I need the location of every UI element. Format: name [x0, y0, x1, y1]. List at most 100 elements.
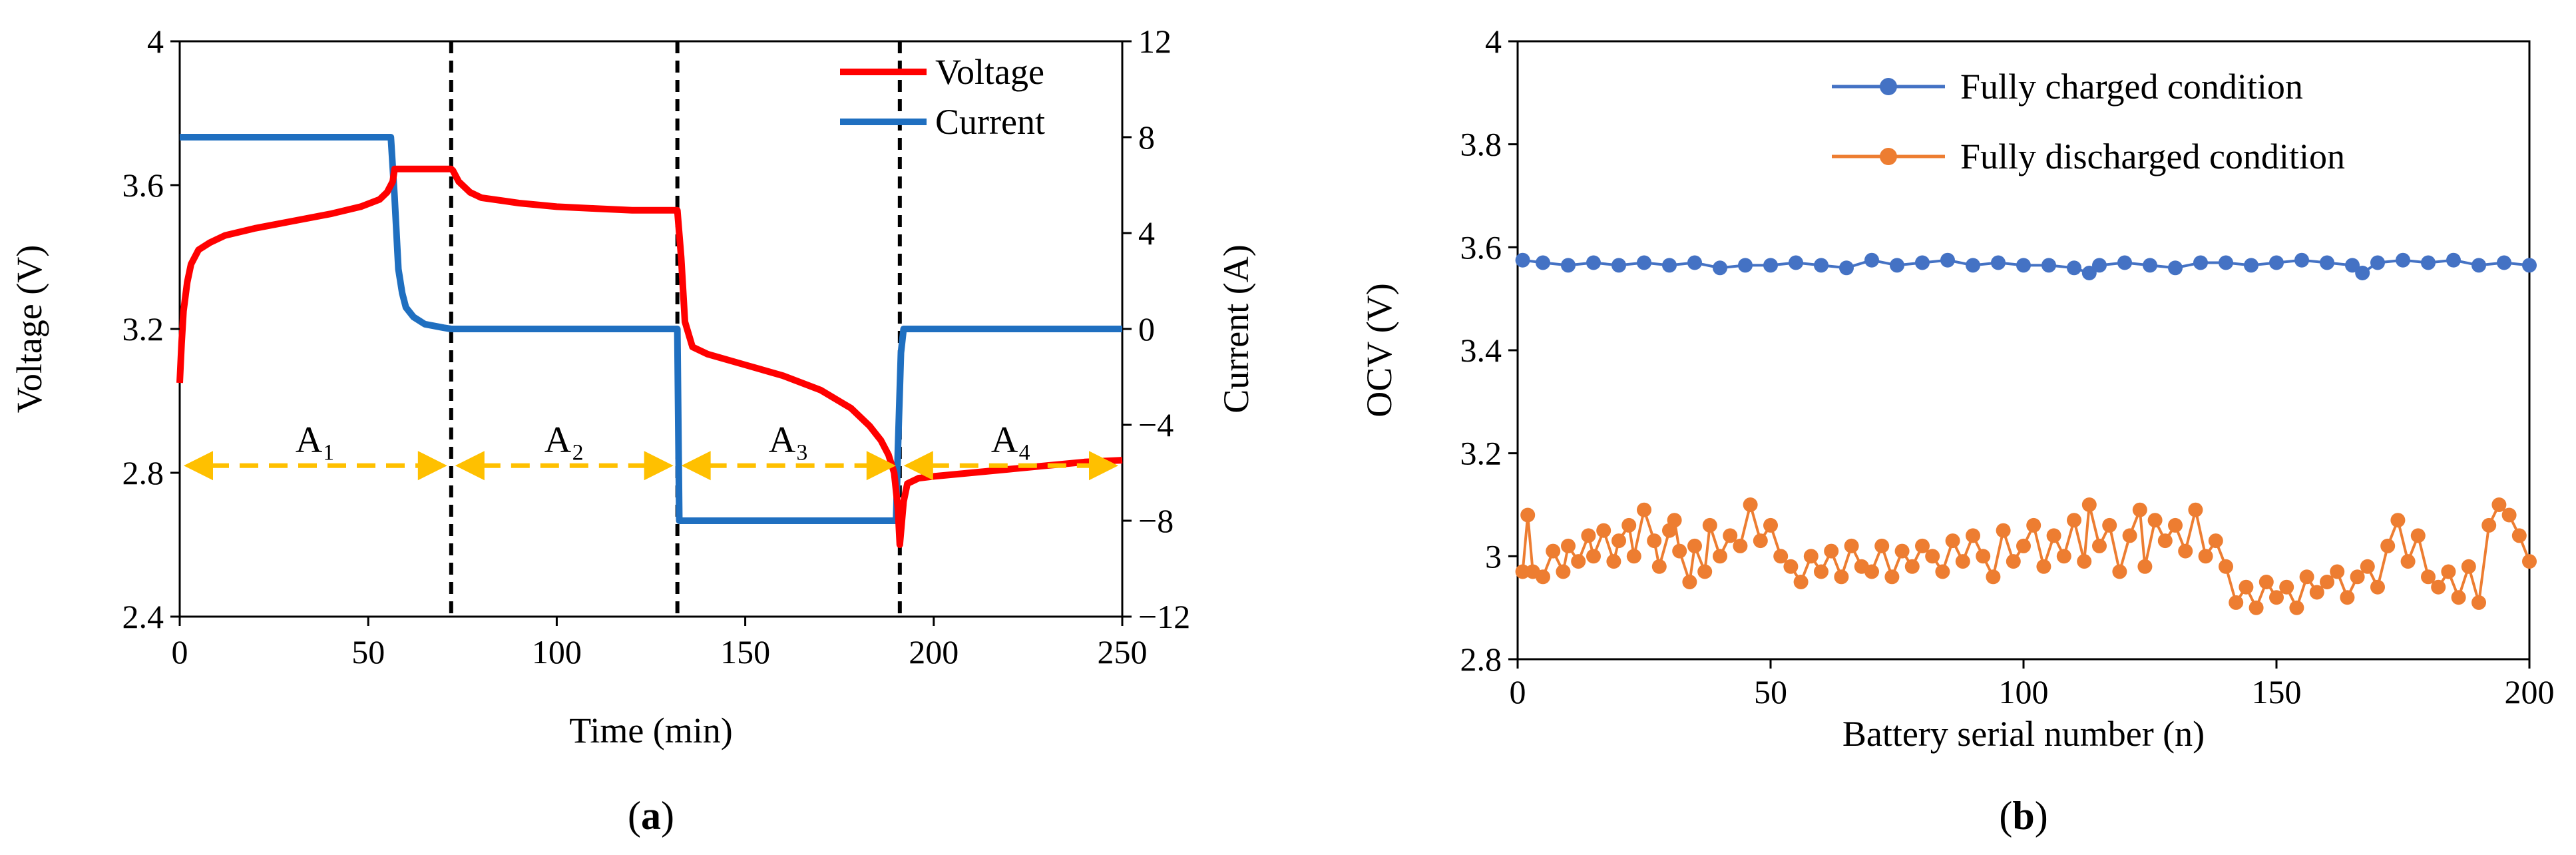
x-tick-label: 100 — [1999, 673, 2049, 711]
fully-charged-condition-point — [1890, 258, 1904, 273]
segment-arrowhead-right — [417, 451, 447, 481]
fully-charged-condition-point — [2067, 260, 2081, 276]
fully-discharged-condition-point — [1697, 564, 1713, 579]
segment-label: A₄ — [991, 420, 1031, 461]
fully-charged-condition-point — [2320, 255, 2334, 270]
fully-discharged-condition-point — [1626, 549, 1641, 564]
panel-b-legend: Fully charged condition Fully discharged… — [1832, 67, 2345, 176]
fully-discharged-condition-point — [2081, 497, 2097, 512]
fully-discharged-condition-point — [1647, 533, 1662, 549]
y-tick-label: 2.8 — [1460, 641, 1502, 678]
fully-discharged-condition-point — [1546, 543, 1561, 559]
fully-discharged-condition-point — [2360, 559, 2375, 574]
fully-charged-condition-point — [2396, 252, 2410, 268]
fully-discharged-condition-point — [1966, 528, 1980, 543]
fully-charged-condition-point — [2143, 258, 2157, 273]
fully-charged-condition-point — [1789, 255, 1803, 270]
fully-charged-condition-point — [2081, 266, 2097, 280]
x-tick-label: 100 — [532, 633, 582, 671]
fully-discharged-condition-point — [1556, 564, 1571, 579]
fully-discharged-condition-point — [1743, 497, 1758, 512]
fully-discharged-condition-point — [2026, 517, 2041, 533]
fully-discharged-condition-point — [1713, 549, 1727, 564]
fully-discharged-condition-point — [2249, 600, 2264, 615]
fully-discharged-condition-point — [2208, 533, 2223, 549]
fully-discharged-condition-point — [2132, 502, 2147, 517]
fully-discharged-condition-point — [2147, 513, 2163, 528]
fully-charged-condition-point — [1687, 255, 1702, 270]
current-series-line — [180, 134, 1122, 524]
fully-charged-condition-point — [1839, 260, 1854, 276]
fully-discharged-condition-point — [1955, 554, 1970, 569]
fully-charged-condition-point — [2471, 258, 2486, 273]
legend-discharged-label: Fully discharged condition — [1960, 137, 2345, 176]
x-tick-label: 0 — [172, 633, 188, 671]
fully-discharged-condition-point — [1783, 559, 1799, 574]
fully-discharged-condition-point — [2046, 528, 2061, 543]
legend-charged-marker — [1880, 78, 1897, 95]
fully-discharged-condition-point — [1904, 559, 1920, 574]
fully-discharged-condition-point — [1753, 533, 1768, 549]
fully-charged-condition-point — [2497, 255, 2511, 270]
fully-discharged-condition-point — [1986, 569, 2001, 585]
fully-discharged-condition-point — [1723, 528, 1738, 543]
segment-arrowhead-left — [903, 451, 933, 481]
fully-discharged-condition-point — [2309, 585, 2324, 600]
fully-discharged-condition-point — [2279, 579, 2294, 595]
fully-discharged-condition-point — [2410, 528, 2426, 543]
segment-arrowhead-left — [455, 451, 485, 481]
panel-a-x-axis-label: Time (min) — [569, 711, 733, 750]
fully-charged-condition-point — [2041, 258, 2056, 273]
fully-discharged-condition-point — [2511, 528, 2527, 543]
fully-discharged-condition-point — [1667, 513, 1682, 528]
fully-discharged-condition-point — [2168, 517, 2183, 533]
panel-b-x-axis-label: Battery serial number (n) — [1842, 714, 2205, 754]
x-tick-label: 0 — [1510, 673, 1526, 711]
fully-charged-condition-point — [2522, 258, 2537, 273]
fully-discharged-condition-point — [2522, 554, 2537, 569]
fully-discharged-condition-point — [1793, 575, 1809, 589]
fully-discharged-condition-point — [2350, 569, 2365, 585]
fully-charged-condition-point — [2117, 255, 2132, 270]
fully-discharged-condition-point — [2056, 549, 2071, 564]
fully-discharged-condition-point — [2067, 513, 2081, 528]
panel-b-label: (b) — [1999, 794, 2047, 838]
x-tick-label: 150 — [2252, 673, 2302, 711]
fully-discharged-condition-point — [1621, 517, 1637, 533]
fully-charged-condition-point — [2345, 258, 2360, 273]
fully-charged-condition-point — [1991, 255, 2006, 270]
fully-discharged-condition-point — [1814, 564, 1828, 579]
fully-discharged-condition-point — [2289, 600, 2304, 615]
fully-discharged-condition-point — [2122, 528, 2137, 543]
fully-discharged-condition-point — [2188, 502, 2203, 517]
segment-label: A₃ — [769, 420, 809, 461]
fully-discharged-condition-point — [2431, 579, 2446, 595]
panel-b-y-axis-label: OCV (V) — [1359, 283, 1399, 418]
fully-charged-condition-point — [1662, 258, 1677, 273]
fully-discharged-condition-point — [2441, 564, 2456, 579]
y-tick-label: 3 — [1485, 537, 1502, 575]
fully-discharged-condition-point — [1606, 554, 1621, 569]
segment-arrowhead-left — [681, 451, 711, 481]
fully-discharged-condition-point — [1520, 507, 1536, 523]
fully-charged-condition-point — [2193, 255, 2208, 270]
fully-charged-condition-point — [1561, 258, 1576, 273]
fully-discharged-condition-point — [2400, 554, 2416, 569]
fully-discharged-condition-point — [2198, 549, 2213, 564]
y-tick-label: 3.4 — [1460, 332, 1502, 369]
fully-discharged-condition-point — [2016, 538, 2031, 553]
y2-tick-label: 8 — [1138, 119, 1155, 156]
y2-tick-label: −12 — [1138, 598, 1190, 635]
segment-arrowhead-right — [866, 451, 896, 481]
panel-b-chart: 2.8 3 3.2 3.4 3.6 3.8 4 0 50 100 150 200 Battery s… — [1359, 23, 2555, 838]
segment-arrowhead-right — [1089, 451, 1118, 481]
fully-charged-condition-point — [2092, 258, 2107, 273]
fully-discharged-condition-point — [2239, 579, 2254, 595]
y2-tick-label: 12 — [1138, 23, 1172, 60]
fully-discharged-condition-point — [2481, 517, 2497, 533]
fully-charged-condition-point — [1915, 255, 1930, 270]
legend-voltage-label: Voltage — [935, 52, 1044, 92]
y-tick-label: 3.6 — [1460, 228, 1502, 266]
fully-charged-condition-point — [2168, 260, 2183, 276]
fully-discharged-condition-point — [2330, 564, 2345, 579]
